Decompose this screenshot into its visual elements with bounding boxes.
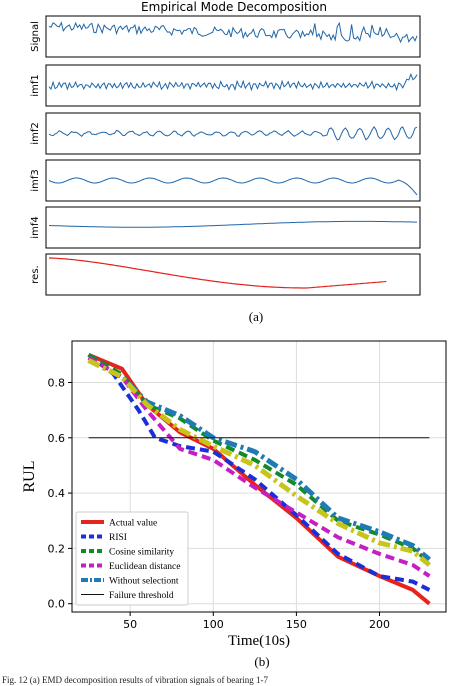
emd-panel-frame <box>45 15 421 58</box>
emd-waveform <box>48 72 418 92</box>
emd-panel-frame <box>45 206 421 249</box>
emd-waveform <box>48 21 418 44</box>
x-tick-label: 50 <box>123 618 137 631</box>
y-tick-label: 0.6 <box>48 432 66 445</box>
emd-panel-label: imf4 <box>30 216 41 238</box>
y-axis-label: RUL <box>21 461 38 493</box>
plot-frame <box>71 340 447 613</box>
caption-b: (b) <box>254 654 269 669</box>
emd-panel-label: imf3 <box>30 169 41 191</box>
legend-entry-label: Actual value <box>109 519 157 529</box>
legend-entry-label: RISI <box>109 533 127 543</box>
x-tick-label: 100 <box>203 618 224 631</box>
x-tick-label: 200 <box>369 618 390 631</box>
legend-entry-label: Failure threshold <box>109 591 174 601</box>
series-line <box>87 353 431 564</box>
emd-panel-label: Signal <box>30 21 41 52</box>
emd-title: Empirical Mode Decomposition <box>141 0 327 14</box>
emd-panel-label: imf2 <box>30 122 41 144</box>
emd-panel-label: res. <box>30 265 41 283</box>
emd-waveform <box>48 177 418 196</box>
y-tick-label: 0.4 <box>48 487 66 500</box>
tick-layer: 50 100 150 200 0.0 0.2 0.4 0.6 0.8 <box>48 376 391 631</box>
caption-a: (a) <box>249 309 263 324</box>
series-layer <box>87 352 432 606</box>
emd-panels: Signal imf1 imf2 imf3 imf4 res. <box>30 15 421 296</box>
emd-waveform <box>49 257 387 289</box>
legend-entry-label: Euclidean distance <box>109 562 180 572</box>
series-line <box>87 358 432 562</box>
y-tick-label: 0.0 <box>48 598 66 611</box>
series-line <box>87 355 431 578</box>
series-line <box>87 353 431 592</box>
x-axis-label: Time(10s) <box>228 633 290 649</box>
legend: Actual value RISI Cosine similarity Euclide… <box>75 511 189 606</box>
y-tick-label: 0.2 <box>48 542 66 555</box>
emd-panel-label: imf1 <box>30 74 41 96</box>
legend-entry-label: Cosine similarity <box>109 548 174 558</box>
x-tick-label: 150 <box>286 618 307 631</box>
legend-entry-label: Without selectiont <box>109 577 179 587</box>
emd-waveform <box>48 220 417 228</box>
figure-caption-text: Fig. 12 (a) EMD decomposition results of… <box>2 675 268 685</box>
rul-chart: 50 100 150 200 0.0 0.2 0.4 0.6 0.8 RUL Time(10s)… <box>21 340 447 649</box>
y-tick-label: 0.8 <box>48 376 66 389</box>
emd-waveform <box>48 125 418 141</box>
emd-panel-frame <box>45 112 421 155</box>
emd-panel-frame <box>45 253 421 296</box>
